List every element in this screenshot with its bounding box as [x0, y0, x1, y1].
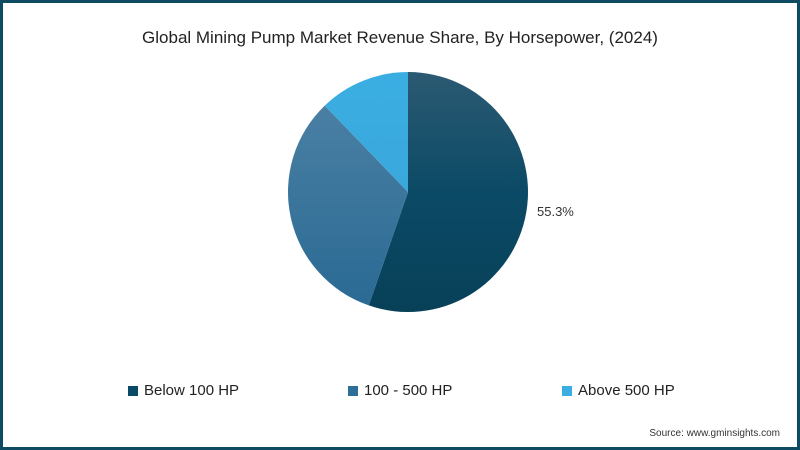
- legend-swatch-icon: [348, 385, 358, 396]
- slice-label-below-100hp: 55.3%: [537, 204, 574, 219]
- source-note: Source: www.gminsights.com: [649, 428, 780, 439]
- legend-label: Below 100 HP: [144, 382, 240, 399]
- pie-slice-above-500hp: [324, 72, 408, 192]
- legend-swatch-icon: [128, 385, 138, 396]
- legend-item-100-500hp: 100 - 500 HP: [348, 382, 452, 399]
- legend-label: 100 - 500 HP: [364, 382, 453, 399]
- pie-slice-100-500hp: [287, 105, 408, 306]
- legend-label: Above 500 HP: [578, 382, 675, 399]
- legend-item-below-100hp: Below 100 HP: [128, 382, 239, 399]
- legend-swatch-icon: [562, 385, 572, 396]
- chart-title: Global Mining Pump Market Revenue Share,…: [142, 28, 658, 47]
- pie-slice-below-100hp: [368, 72, 528, 312]
- legend-item-above-500hp: Above 500 HP: [562, 382, 675, 399]
